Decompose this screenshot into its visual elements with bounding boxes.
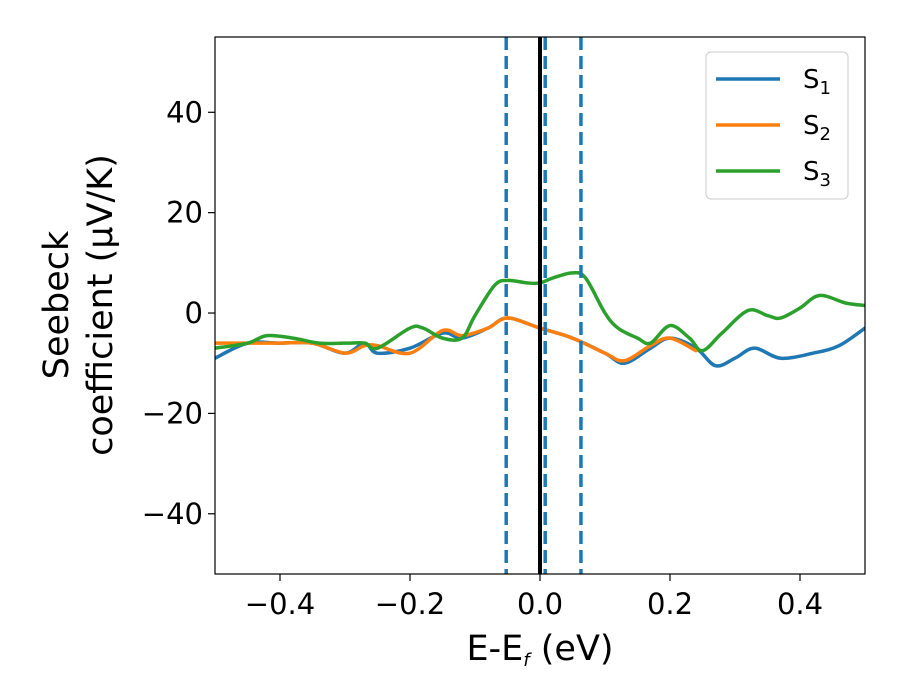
y-axis-label: Seebeck coefficient (μV/K)	[37, 154, 121, 456]
x-axis-label-sub: f	[523, 650, 532, 671]
x-tick-label: −0.4	[245, 587, 315, 621]
series-line-s3	[215, 270, 865, 353]
x-tick-label: 0.2	[647, 587, 693, 621]
y-tick-label: −40	[142, 497, 203, 531]
legend-label-s1: S1	[803, 65, 831, 99]
legend-label-s2: S2	[803, 111, 831, 145]
y-axis-label-line2: coefficient (μV/K)	[81, 154, 121, 456]
x-axis-label: E-Ef (eV)	[466, 629, 613, 671]
legend-label-s3: S3	[803, 157, 831, 191]
vertical-lines	[504, 37, 583, 574]
x-axis-label-tail: (eV)	[530, 629, 614, 669]
x-tick-label: 0.4	[777, 587, 823, 621]
axes-frame	[214, 36, 866, 575]
x-tick-label: −0.2	[375, 587, 445, 621]
y-axis-ticks: −40 −20 0 20 40	[142, 95, 215, 531]
series-lines	[215, 270, 865, 368]
x-tick-label: 0.0	[517, 587, 563, 621]
y-axis-label-line1: Seebeck	[37, 230, 77, 379]
x-axis-ticks: −0.4 −0.2 0.0 0.2 0.4	[245, 574, 823, 621]
legend: S1 S2 S3	[705, 51, 849, 200]
x-axis-label-main: E-E	[466, 629, 523, 669]
y-tick-label: 40	[166, 95, 203, 129]
y-tick-label: 0	[185, 296, 203, 330]
y-tick-label: −20	[142, 396, 203, 430]
y-tick-label: 20	[166, 196, 203, 230]
